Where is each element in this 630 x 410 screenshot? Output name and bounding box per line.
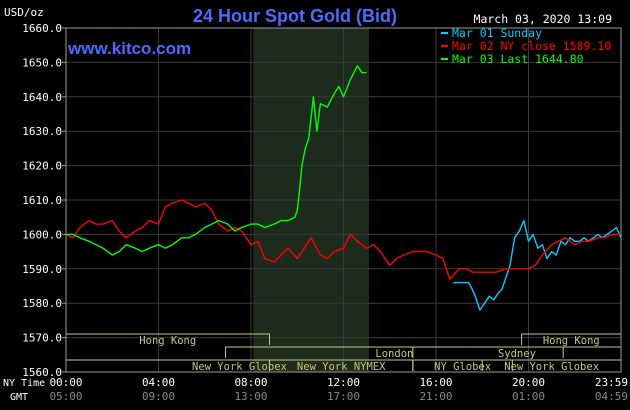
y-tick-label: 1570.0 bbox=[22, 332, 62, 345]
y-tick-label: 1610.0 bbox=[22, 194, 62, 207]
session-label: New York Globex bbox=[192, 361, 287, 373]
session-label: Sydney bbox=[498, 348, 536, 360]
legend-item-mar01: Mar 01 Sunday bbox=[452, 26, 542, 40]
legend-item-mar02: Mar 02 NY close 1589.10 bbox=[452, 39, 611, 53]
y-tick-label: 1650.0 bbox=[22, 56, 62, 69]
session-label: Hong Kong bbox=[139, 335, 196, 347]
y-tick-label: 1630.0 bbox=[22, 125, 62, 138]
y-tick-label: 1590.0 bbox=[22, 263, 62, 276]
legend-swatch-mar01 bbox=[441, 32, 448, 34]
legend-swatch-mar03 bbox=[441, 58, 448, 60]
y-tick-label: 1640.0 bbox=[22, 91, 62, 104]
session-bracket bbox=[412, 359, 513, 371]
y-tick-label: 1560.0 bbox=[22, 366, 62, 379]
x-tick-label-ny: 23:59 bbox=[595, 376, 628, 389]
y-tick-label: 1660.0 bbox=[22, 22, 62, 35]
timestamp: March 03, 2020 13:09 bbox=[474, 12, 613, 26]
x-tick-label-ny: 20:00 bbox=[512, 376, 545, 389]
session-label: New York Globex bbox=[504, 361, 599, 373]
x-tick-label-gmt: 01:00 bbox=[512, 390, 545, 403]
x-tick-label-ny: 04:00 bbox=[142, 376, 175, 389]
ny-time-row-label: NY Time bbox=[3, 378, 45, 389]
y-tick-label: 1620.0 bbox=[22, 160, 62, 173]
x-tick-label-gmt: 04:59 bbox=[595, 390, 628, 403]
y-tick-label: 1580.0 bbox=[22, 297, 62, 310]
session-label: New York NYMEX bbox=[297, 361, 386, 373]
session-label: Hong Kong bbox=[543, 335, 600, 347]
chart-title: 24 Hour Spot Gold (Bid) bbox=[193, 6, 397, 26]
kitco-watermark: www.kitco.com bbox=[67, 39, 191, 58]
session-bracket bbox=[225, 346, 564, 358]
session-ny-globex: NY Globex bbox=[412, 359, 513, 373]
x-tick-label-gmt: 21:00 bbox=[419, 390, 452, 403]
session-london: London bbox=[225, 346, 564, 360]
y-unit-label: USD/oz bbox=[4, 6, 44, 19]
plot-frame bbox=[65, 27, 622, 373]
legend: Mar 01 Sunday Mar 02 NY close 1589.10 Ma… bbox=[441, 26, 611, 66]
x-tick-label-gmt: 13:00 bbox=[234, 390, 267, 403]
series-line-mar-01-sunday bbox=[453, 219, 622, 311]
session-label: NY Globex bbox=[434, 361, 491, 373]
x-tick-label-gmt: 17:00 bbox=[327, 390, 360, 403]
y-tick-label: 1600.0 bbox=[22, 228, 62, 241]
x-tick-label-ny: 00:00 bbox=[49, 376, 82, 389]
session-label: London bbox=[375, 348, 413, 360]
legend-swatch-mar02 bbox=[441, 45, 448, 47]
x-tick-label-ny: 08:00 bbox=[234, 376, 267, 389]
series-line-mar-02-ny-close-1589-10 bbox=[65, 199, 621, 280]
x-tick-label-gmt: 09:00 bbox=[142, 390, 175, 403]
legend-item-mar03: Mar 03 Last 1644.80 bbox=[452, 52, 584, 66]
x-tick-label-ny: 12:00 bbox=[327, 376, 360, 389]
gmt-row-label: GMT bbox=[10, 392, 28, 403]
x-tick-label-gmt: 05:00 bbox=[49, 390, 82, 403]
x-tick-label-ny: 16:00 bbox=[419, 376, 452, 389]
series-line-mar-03-last-1644-80 bbox=[66, 65, 367, 256]
